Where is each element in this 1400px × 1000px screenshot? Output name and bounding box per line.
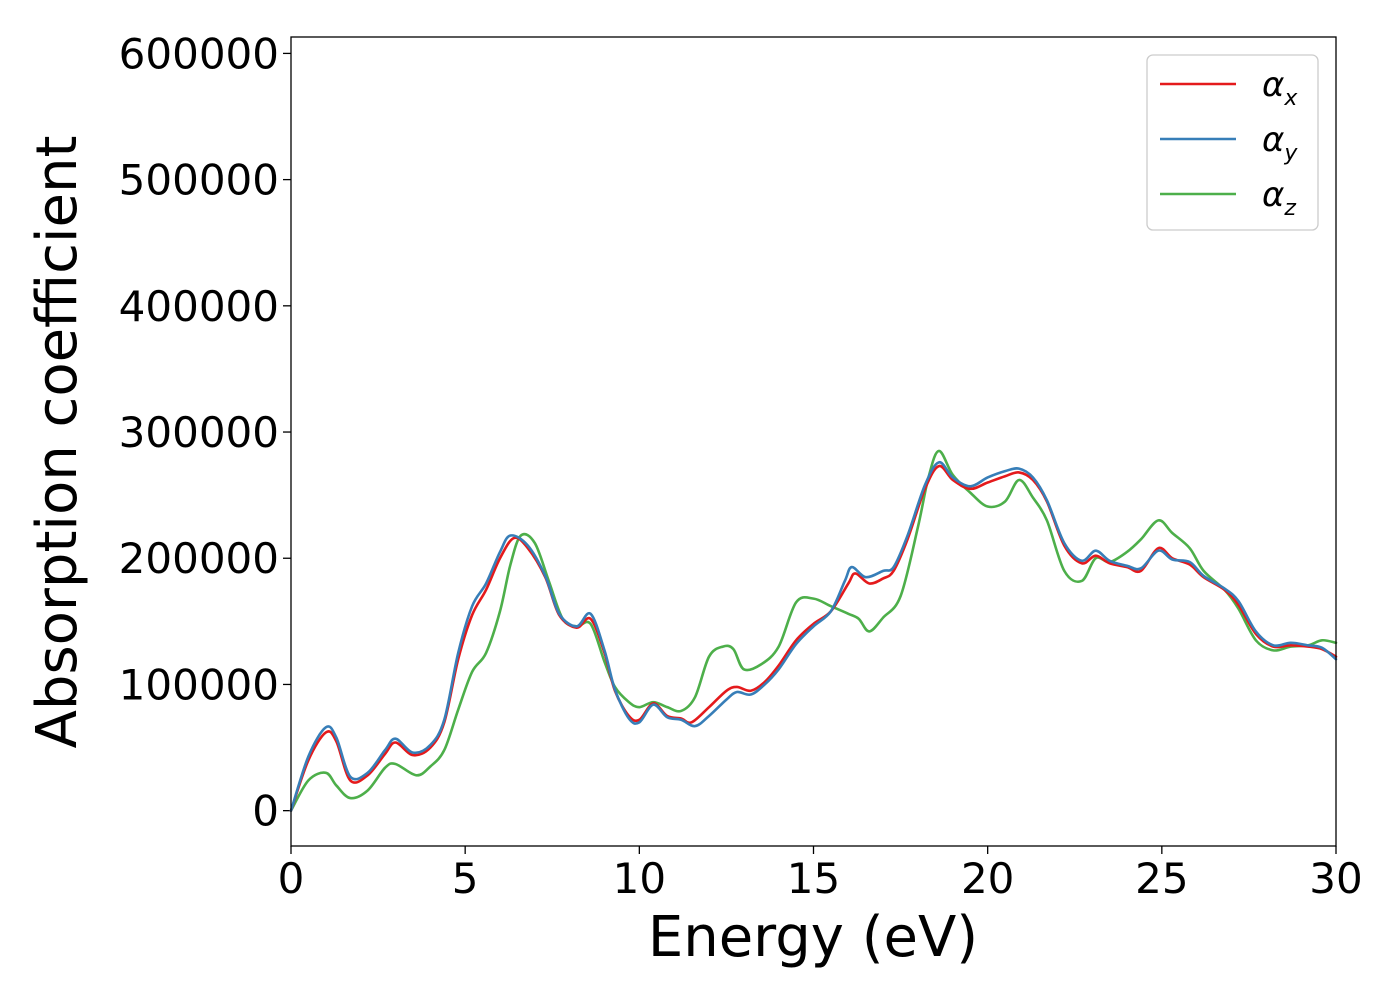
y-tick-label: 500000 (119, 156, 279, 205)
x-tick-label: 20 (961, 854, 1014, 903)
y-axis-label: Absorption coefficient (25, 136, 90, 749)
x-tick-label: 30 (1309, 854, 1362, 903)
y-tick-label: 100000 (119, 660, 279, 709)
y-tick-label: 600000 (119, 29, 279, 78)
x-tick-label: 10 (613, 854, 666, 903)
legend-box (1146, 54, 1319, 231)
y-tick-label: 400000 (119, 282, 279, 331)
plot-frame (290, 36, 1337, 847)
legend-label-x: αx (1262, 65, 1298, 111)
x-tick-label: 25 (1135, 854, 1188, 903)
legend-label-y: αy (1262, 120, 1298, 166)
x-axis-label: Energy (eV) (648, 905, 978, 970)
y-tick-label: 300000 (119, 408, 279, 457)
legend-alpha: α (1262, 175, 1284, 215)
legend-subscript: z (1283, 196, 1296, 221)
y-axis-ticks: 0 100000 200000 300000 400000 500000 600000 (119, 29, 291, 836)
x-tick-label: 5 (452, 854, 479, 903)
y-tick-label: 0 (252, 787, 279, 836)
legend-label-z: αz (1262, 175, 1296, 221)
legend-alpha: α (1262, 120, 1284, 160)
x-tick-label: 0 (278, 854, 305, 903)
series-lines (289, 449, 1338, 812)
series-line-y (289, 461, 1338, 812)
legend-subscript: x (1283, 86, 1298, 111)
series-line-z (289, 449, 1338, 812)
x-axis-ticks: 0 5 10 15 20 25 30 (278, 846, 1363, 903)
x-tick-label: 15 (787, 854, 840, 903)
legend-subscript: y (1283, 141, 1298, 166)
legend-alpha: α (1262, 65, 1284, 105)
y-tick-label: 200000 (119, 534, 279, 583)
